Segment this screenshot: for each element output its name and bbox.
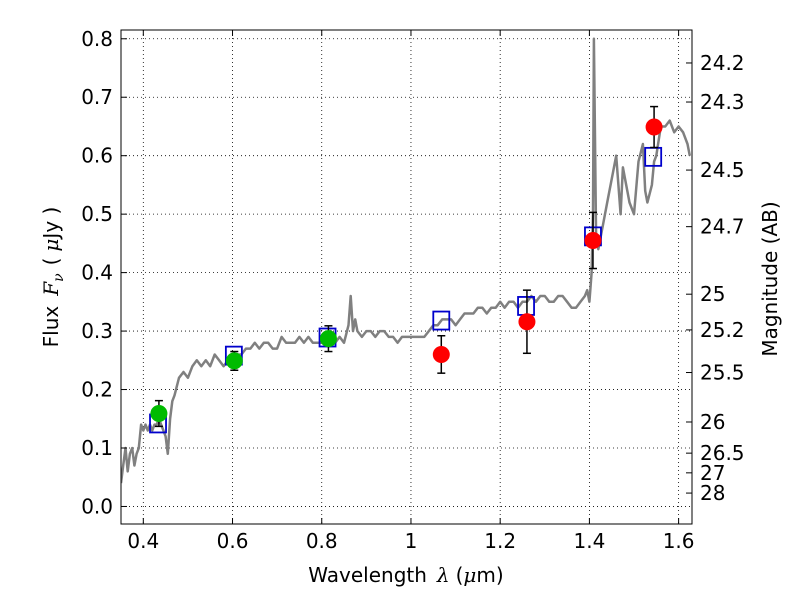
y-axis-label: FluxFν(μJy ) xyxy=(39,207,67,348)
y2-tick-label: 27 xyxy=(700,461,725,485)
y2-tick-label: 25.2 xyxy=(700,318,745,342)
x-tick-label: 0.8 xyxy=(306,529,338,553)
y-tick-label: 0.1 xyxy=(81,436,113,460)
data-points-layer xyxy=(149,105,663,434)
optical-point xyxy=(319,330,337,348)
y2-tick-label: 24.5 xyxy=(700,158,745,182)
nir-point xyxy=(432,345,450,363)
y2-axis-label: Magnitude (AB) xyxy=(758,201,782,356)
optical-point xyxy=(225,352,243,370)
x-tick-label: 1.2 xyxy=(484,529,516,553)
y2-tick-label: 25.5 xyxy=(700,361,745,385)
y-tick-label: 0.0 xyxy=(81,494,113,518)
y-tick-label: 0.6 xyxy=(81,144,113,168)
axis-ticks: 0.4 0.6 0.8 1 1.2 1.4 1.6 0.0 0.1 0.2 0.3 0.4 0.5 0.6… xyxy=(81,27,744,553)
y-tick-label: 0.5 xyxy=(81,202,113,226)
model-spectrum-layer xyxy=(121,37,692,484)
x-tick-label: 1.6 xyxy=(663,529,695,553)
y-tick-label: 0.8 xyxy=(81,27,113,51)
nir-point xyxy=(518,313,536,331)
y-tick-label: 0.7 xyxy=(81,85,113,109)
grid-lines xyxy=(121,30,692,524)
x-tick-label: 1.4 xyxy=(573,529,605,553)
nir-point xyxy=(645,118,663,136)
y2-tick-label: 26 xyxy=(700,410,725,434)
x-tick-label: 0.6 xyxy=(217,529,249,553)
y2-tick-label: 24.2 xyxy=(700,51,745,75)
x-tick-label: 1 xyxy=(405,529,418,553)
y2-tick-label: 25 xyxy=(700,282,725,306)
x-axis-label: Wavelength λ (μm) xyxy=(308,563,503,587)
y2-tick-label: 26.5 xyxy=(700,441,745,465)
model-photometry-square xyxy=(432,310,451,331)
nir-point xyxy=(584,231,602,249)
y2-tick-label: 28 xyxy=(700,481,725,505)
y-tick-label: 0.3 xyxy=(81,319,113,343)
plot-frame xyxy=(120,29,693,525)
y-tick-label: 0.2 xyxy=(81,378,113,402)
y2-tick-label: 24.7 xyxy=(700,215,745,239)
x-tick-label: 0.4 xyxy=(127,529,159,553)
model-spectrum-line xyxy=(121,37,692,484)
optical-point xyxy=(150,405,168,423)
y-tick-label: 0.4 xyxy=(81,261,113,285)
y2-tick-label: 24.3 xyxy=(700,90,745,114)
